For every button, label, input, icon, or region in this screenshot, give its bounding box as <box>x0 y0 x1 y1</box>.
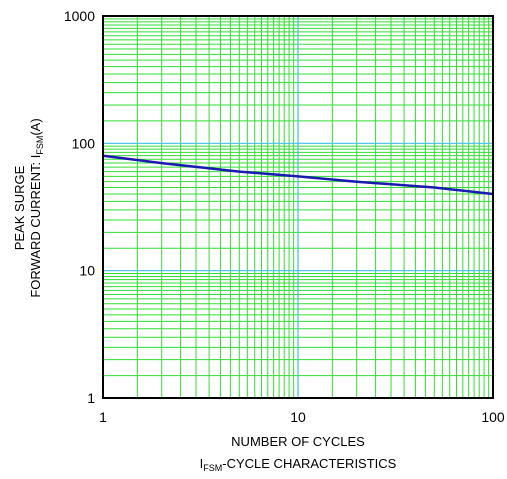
y-tick-label: 100 <box>72 135 96 151</box>
y-axis-label-suffix: (A) <box>28 118 43 135</box>
caption-suffix: -CYCLE CHARACTERISTICS <box>222 456 396 471</box>
caption-prefix: I <box>200 456 204 471</box>
x-tick-label: 10 <box>290 409 306 425</box>
chart-caption: IFSM-CYCLE CHARACTERISTICS <box>200 456 397 473</box>
y-axis-label-prefix: FORWARD CURRENT: I <box>28 155 43 298</box>
series-line <box>102 154 494 196</box>
y-axis-label-line2: FORWARD CURRENT: IFSM(A) <box>28 118 45 297</box>
caption-sub: FSM <box>203 463 222 473</box>
y-tick-label: 1000 <box>64 8 95 24</box>
plot-frame <box>102 15 494 399</box>
x-tick-label: 1 <box>99 409 107 425</box>
grid-lines <box>103 16 493 398</box>
tick-labels: 1 10 100 1 10 100 1000 <box>64 8 505 425</box>
series-layer <box>102 154 494 196</box>
x-tick-label: 100 <box>481 409 505 425</box>
y-axis-label-line1: PEAK SURGE <box>12 165 27 250</box>
y-axis-label-sub: FSM <box>35 136 45 155</box>
x-axis-label: NUMBER OF CYCLES <box>231 434 365 449</box>
y-tick-label: 1 <box>87 390 95 406</box>
y-tick-label: 10 <box>79 263 95 279</box>
